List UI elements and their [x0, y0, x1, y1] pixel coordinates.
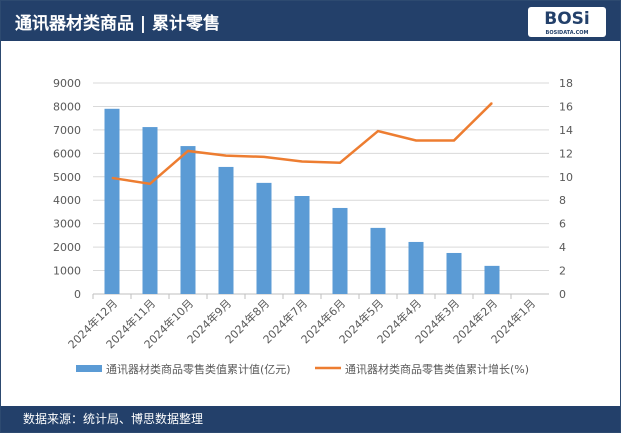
right-tick-label: 0: [559, 288, 566, 301]
bar: [104, 108, 120, 295]
left-tick-label: 4000: [53, 194, 81, 207]
line-point: [339, 162, 341, 164]
right-tick-label: 10: [559, 171, 573, 184]
right-tick-label: 6: [559, 218, 566, 231]
bar: [256, 182, 272, 294]
line-point: [263, 156, 265, 158]
line-point: [377, 130, 379, 132]
left-tick-label: 3000: [53, 218, 81, 231]
source-note: 数据来源：统计局、博思数据整理: [1, 406, 620, 432]
bar: [332, 207, 348, 294]
left-tick-label: 0: [74, 288, 81, 301]
header: 通讯器材类商品 | 累计零售 BOSi BOSIDATA.COM: [1, 1, 620, 41]
bar: [408, 241, 424, 294]
bar: [142, 127, 158, 294]
line-point: [491, 102, 493, 104]
right-tick-label: 2: [559, 265, 566, 278]
line-point: [149, 183, 151, 185]
line-point: [225, 155, 227, 157]
bar: [370, 227, 386, 294]
left-tick-label: 7000: [53, 124, 81, 137]
bar: [484, 265, 500, 294]
line-point: [301, 161, 303, 163]
chart: 0 1000 2000 3000 4000 5000 6000 7000 8000 9000 0 2 4…: [53, 77, 573, 376]
left-tick-label: 2000: [53, 241, 81, 254]
left-tick-label: 6000: [53, 147, 81, 160]
right-tick-label: 4: [559, 241, 566, 254]
line-point: [187, 150, 189, 152]
line-point: [111, 177, 113, 179]
bar: [446, 252, 462, 294]
line-point: [453, 139, 455, 141]
left-tick-label: 9000: [53, 77, 81, 90]
page-title: 通讯器材类商品 | 累计零售: [15, 14, 221, 34]
logo: BOSi BOSIDATA.COM: [528, 7, 606, 37]
left-tick-label: 8000: [53, 100, 81, 113]
bar: [180, 146, 196, 294]
right-tick-label: 8: [559, 194, 566, 207]
left-tick-label: 5000: [53, 171, 81, 184]
legend-bar-label: 通讯器材类商品零售类值累计值(亿元): [106, 362, 291, 376]
legend-line-label: 通讯器材类商品零售类值累计增长(%): [345, 362, 529, 376]
legend-bar-swatch: [76, 365, 102, 372]
right-tick-label: 14: [559, 124, 573, 137]
left-tick-label: 1000: [53, 265, 81, 278]
bar: [218, 166, 234, 294]
growth-line: [111, 102, 493, 186]
bar: [294, 196, 310, 294]
right-tick-label: 12: [559, 147, 573, 160]
line-point: [415, 139, 417, 141]
right-tick-label: 18: [559, 77, 573, 90]
right-tick-label: 16: [559, 100, 573, 113]
